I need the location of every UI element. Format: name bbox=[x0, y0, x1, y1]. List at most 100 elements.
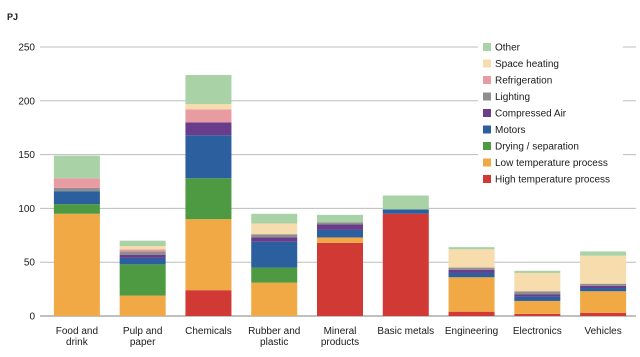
bar-segment bbox=[185, 219, 232, 291]
bar-segment bbox=[580, 255, 627, 284]
x-category-label: Rubber and plastic bbox=[248, 326, 300, 348]
x-category-label-line: Pulp and bbox=[123, 326, 162, 337]
bar-segment bbox=[514, 291, 561, 295]
bar-segment bbox=[317, 222, 363, 225]
bar-segment bbox=[514, 272, 561, 292]
bar-stack bbox=[317, 214, 363, 316]
bar-stack bbox=[185, 74, 232, 316]
bar-segment bbox=[53, 178, 100, 188]
bar-segment bbox=[580, 285, 627, 289]
legend-label: High temperature process bbox=[495, 175, 610, 186]
legend-swatch bbox=[483, 76, 491, 84]
bar-stack bbox=[448, 247, 495, 316]
bar-stack bbox=[119, 240, 166, 316]
x-category-label-line: Food and bbox=[56, 326, 98, 337]
x-category-label-line: plastic bbox=[260, 337, 288, 348]
bar-segment bbox=[448, 311, 495, 316]
bar-segment bbox=[185, 178, 232, 220]
x-category-label-line: Electronics bbox=[513, 326, 562, 337]
bar-segment bbox=[317, 224, 363, 230]
bar-stack bbox=[580, 251, 627, 316]
bar-segment bbox=[251, 234, 298, 238]
x-category-label: Mineral products bbox=[321, 326, 359, 348]
legend-swatch bbox=[483, 158, 491, 167]
bar-segment bbox=[53, 155, 100, 179]
bar-segment bbox=[514, 296, 561, 301]
x-category-label-line: Vehicles bbox=[584, 326, 621, 337]
y-tick-label: 0 bbox=[29, 312, 35, 323]
bar-stack bbox=[53, 155, 100, 316]
bar-stack bbox=[382, 195, 429, 316]
bar-segment bbox=[185, 74, 232, 105]
x-category-label-line: drink bbox=[66, 337, 89, 348]
y-tick-label: 200 bbox=[18, 96, 35, 107]
y-tick-label: 100 bbox=[18, 204, 35, 215]
bar-segment bbox=[448, 272, 495, 278]
legend-swatch bbox=[483, 109, 491, 117]
bar-segment bbox=[448, 269, 495, 273]
bar-segment bbox=[317, 229, 363, 238]
bar-segment bbox=[119, 249, 166, 252]
x-category-label: Pulp and paper bbox=[123, 326, 162, 348]
bar-segment bbox=[251, 213, 298, 224]
bar-segment bbox=[382, 213, 429, 316]
bar-segment bbox=[251, 282, 298, 316]
legend-label: Compressed Air bbox=[495, 109, 567, 120]
bar-segment bbox=[119, 257, 166, 265]
bar-segment bbox=[119, 254, 166, 258]
bar-segment bbox=[448, 277, 495, 312]
bar-segment bbox=[251, 267, 298, 283]
bar-segment bbox=[119, 295, 166, 316]
x-category-label-line: Mineral bbox=[324, 326, 357, 337]
legend-swatch bbox=[483, 142, 491, 150]
y-tick-label: 150 bbox=[18, 150, 35, 161]
bar-segment bbox=[382, 195, 429, 210]
legend-swatch bbox=[483, 125, 491, 134]
bar-segment bbox=[448, 267, 495, 270]
legend-label: Drying / separation bbox=[495, 142, 579, 153]
x-category-label-line: Engineering bbox=[445, 326, 498, 337]
bar-segment bbox=[251, 237, 298, 242]
y-tick-label: 250 bbox=[18, 43, 35, 54]
bar-segment bbox=[185, 135, 232, 179]
legend-swatch bbox=[483, 43, 491, 51]
x-category-label: Electronics bbox=[513, 326, 562, 337]
bar-segment bbox=[53, 191, 100, 205]
bar-segment bbox=[119, 264, 166, 296]
bar-segment bbox=[317, 242, 363, 316]
bar-stack bbox=[251, 213, 298, 316]
y-axis-unit-label: PJ bbox=[7, 12, 18, 22]
bar-segment bbox=[185, 290, 232, 316]
bar-segment bbox=[185, 104, 232, 110]
legend-swatch bbox=[483, 175, 491, 183]
bar-segment bbox=[317, 214, 363, 223]
bar-segment bbox=[514, 300, 561, 314]
bar-segment bbox=[514, 294, 561, 297]
x-category-label-line: products bbox=[321, 337, 359, 348]
bar-segment bbox=[580, 251, 627, 256]
bar-segment bbox=[514, 313, 561, 316]
x-category-label: Vehicles bbox=[584, 326, 621, 337]
legend-label: Space heating bbox=[495, 59, 559, 70]
bar-segment bbox=[580, 288, 627, 292]
x-category-label-line: Rubber and bbox=[248, 326, 300, 337]
bar-segment bbox=[580, 291, 627, 313]
bar-segment bbox=[317, 237, 363, 243]
y-tick-label: 50 bbox=[24, 258, 36, 269]
bar-segment bbox=[514, 270, 561, 273]
legend-background bbox=[478, 39, 623, 193]
legend-label: Motors bbox=[495, 125, 526, 136]
legend-swatch bbox=[483, 92, 491, 101]
bar-segment bbox=[185, 122, 232, 136]
bar-segment bbox=[119, 246, 166, 250]
x-category-label-line: Chemicals bbox=[185, 326, 232, 337]
bar-segment bbox=[580, 283, 627, 286]
x-category-label: Basic metals bbox=[377, 326, 434, 337]
legend-label: Lighting bbox=[495, 92, 530, 103]
bar-segment bbox=[119, 251, 166, 255]
x-category-label: Food and drink bbox=[56, 326, 98, 348]
bar-stack bbox=[514, 270, 561, 316]
bar-segment bbox=[382, 209, 429, 214]
